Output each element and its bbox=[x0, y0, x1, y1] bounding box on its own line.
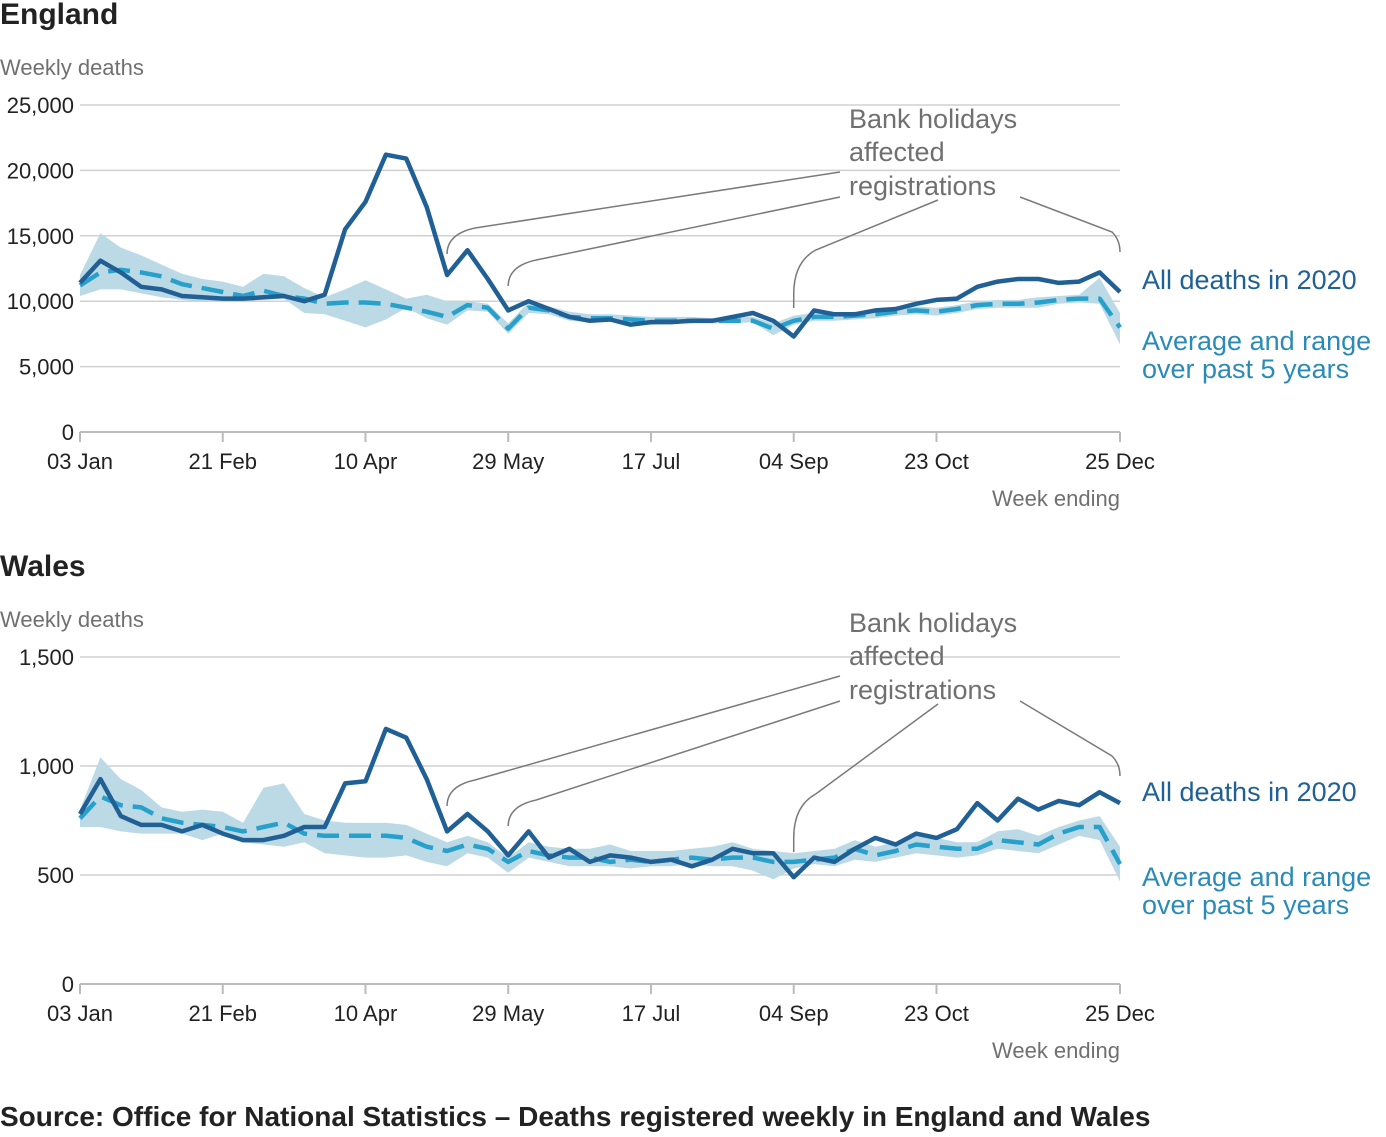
wales-annotation-line-2: affected bbox=[849, 641, 945, 671]
england-x-axis-title: Week ending bbox=[992, 486, 1120, 511]
wales-x-axis-title: Week ending bbox=[992, 1038, 1120, 1063]
wales-annotation-leader bbox=[1019, 700, 1121, 777]
england-annotation-leader bbox=[446, 171, 841, 255]
wales-annotation-leader bbox=[446, 675, 841, 807]
wales-all-deaths-line bbox=[78, 726, 1122, 880]
england-annotation-line-1: Bank holidays bbox=[849, 104, 1017, 134]
england-gridlines bbox=[80, 104, 1120, 368]
wales-y-tick-labels: 0 500 1,000 1,500 bbox=[19, 645, 74, 997]
wales-x-tick-label: 17 Jul bbox=[622, 1001, 681, 1026]
wales-x-tick-label: 03 Jan bbox=[47, 1001, 113, 1026]
england-x-tick-label: 23 Oct bbox=[904, 449, 969, 474]
england-title: England bbox=[0, 0, 118, 31]
england-x-tick-label: 29 May bbox=[472, 449, 544, 474]
england-y-tick-label: 5,000 bbox=[19, 355, 74, 380]
england-y-axis-label: Weekly deaths bbox=[0, 55, 144, 80]
england-x-tick-label: 21 Feb bbox=[188, 449, 257, 474]
england-annotation-leader bbox=[507, 196, 841, 287]
wales-x-tick-label: 04 Sep bbox=[759, 1001, 829, 1026]
wales-legend-all-deaths: All deaths in 2020 bbox=[1142, 777, 1357, 807]
england-y-tick-label: 10,000 bbox=[7, 289, 74, 314]
england-x-tick-label: 03 Jan bbox=[47, 449, 113, 474]
wales-legend-average-line-1: Average and range bbox=[1142, 862, 1371, 892]
wales-y-axis-label: Weekly deaths bbox=[0, 607, 144, 632]
wales-annotation-leader bbox=[507, 700, 841, 827]
wales-y-tick-label: 0 bbox=[62, 972, 74, 997]
wales-x-tick-label: 23 Oct bbox=[904, 1001, 969, 1026]
wales-x-axis: 03 Jan 21 Feb 10 Apr 29 May 17 Jul 04 Sep 23 O… bbox=[47, 983, 1155, 1026]
wales-gridlines bbox=[80, 656, 1120, 876]
wales-series bbox=[78, 726, 1122, 880]
england-annotation-leader bbox=[1019, 196, 1121, 253]
england-y-tick-label: 0 bbox=[62, 420, 74, 445]
england-panel: England Weekly deaths 0 5,000 10,000 15,000… bbox=[0, 0, 1371, 511]
england-range-band bbox=[80, 233, 1120, 345]
england-series bbox=[78, 152, 1122, 339]
wales-title: Wales bbox=[0, 550, 86, 583]
wales-panel: Wales Weekly deaths 0 500 1,000 1,500 03 Ja… bbox=[0, 550, 1371, 1063]
england-annotation-line-2: affected bbox=[849, 137, 945, 167]
wales-x-tick-label: 29 May bbox=[472, 1001, 544, 1026]
wales-annotation-leader bbox=[792, 703, 939, 852]
england-x-tick-label: 17 Jul bbox=[622, 449, 681, 474]
england-y-tick-label: 15,000 bbox=[7, 224, 74, 249]
england-y-tick-label: 25,000 bbox=[7, 93, 74, 118]
england-x-tick-label: 04 Sep bbox=[759, 449, 829, 474]
england-y-tick-label: 20,000 bbox=[7, 158, 74, 183]
england-legend-all-deaths: All deaths in 2020 bbox=[1142, 265, 1357, 295]
england-annotation-line-3: registrations bbox=[849, 171, 996, 201]
wales-y-tick-label: 1,500 bbox=[19, 645, 74, 670]
england-y-tick-labels: 0 5,000 10,000 15,000 20,000 25,000 bbox=[7, 93, 74, 445]
england-range-area bbox=[80, 233, 1120, 345]
wales-legend-average-line-2: over past 5 years bbox=[1142, 890, 1349, 920]
wales-x-tick-label: 25 Dec bbox=[1085, 1001, 1155, 1026]
source-note: Source: Office for National Statistics –… bbox=[0, 1101, 1150, 1132]
england-bank-holiday-annotation: Bank holidays affected registrations bbox=[446, 104, 1121, 308]
wales-y-tick-label: 500 bbox=[37, 863, 74, 888]
wales-x-tick-label: 10 Apr bbox=[334, 1001, 398, 1026]
england-legend-average-line-2: over past 5 years bbox=[1142, 354, 1349, 384]
wales-annotation-line-1: Bank holidays bbox=[849, 608, 1017, 638]
england-annotation-leader bbox=[792, 199, 939, 308]
wales-bank-holiday-annotation: Bank holidays affected registrations bbox=[446, 608, 1121, 852]
england-all-deaths-line bbox=[78, 152, 1122, 339]
wales-x-tick-label: 21 Feb bbox=[188, 1001, 257, 1026]
england-x-tick-label: 25 Dec bbox=[1085, 449, 1155, 474]
england-x-axis: 03 Jan 21 Feb 10 Apr 29 May 17 Jul 04 Sep 23 O… bbox=[47, 431, 1155, 474]
england-legend-average-line-1: Average and range bbox=[1142, 326, 1371, 356]
wales-y-tick-label: 1,000 bbox=[19, 754, 74, 779]
england-x-tick-label: 10 Apr bbox=[334, 449, 398, 474]
wales-annotation-line-3: registrations bbox=[849, 675, 996, 705]
